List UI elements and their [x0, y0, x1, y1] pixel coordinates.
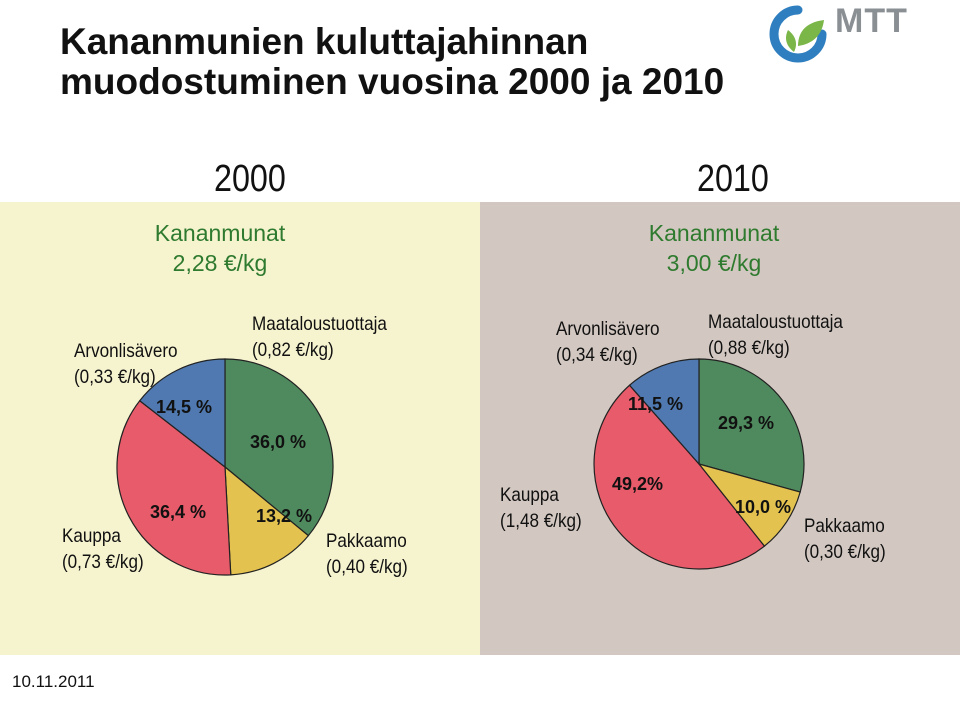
pie-2010-category-label-arvonlisavero: Arvonlisävero (0,34 €/kg) [556, 318, 660, 365]
pie-2000-category-label-kauppa: Kauppa (0,73 €/kg) [62, 525, 144, 572]
pie-2000-slice-pakkaamo [224, 465, 310, 576]
pie-2010-name-arvonlisavero: Arvonlisävero [556, 318, 660, 339]
logo-green-leaf-2 [786, 30, 796, 52]
pie-2010-pct-label-arvonlisavero: 11,5 % [628, 394, 683, 414]
pie-2000-category-label-arvonlisavero: Arvonlisävero (0,33 €/kg) [74, 340, 178, 387]
pie-2000-name-pakkaamo: Pakkaamo [326, 530, 407, 551]
pie-2010-name-pakkaamo: Pakkaamo [804, 515, 885, 536]
subtitle-2000-line1: Kananmunat [154, 220, 286, 246]
pie-2010-slice-arvonlisavero [628, 358, 700, 466]
pie-2010-slice-maataloustuottaja [698, 358, 805, 493]
pie-2010-pct-label-maataloustuottaja: 29,3 % [718, 413, 774, 433]
pie-2000-category-label-maataloustuottaja: Maataloustuottaja (0,82 €/kg) [252, 313, 388, 360]
subtitle-2000: Kananmunat 2,28 €/kg [100, 218, 340, 278]
pie-2010-name-kauppa: Kauppa [500, 484, 560, 505]
pie-2010-category-label-kauppa: Kauppa (1,48 €/kg) [500, 484, 582, 531]
pie-2010-price-arvonlisavero: (0,34 €/kg) [556, 344, 638, 365]
logo-green-leaf [798, 20, 824, 46]
mtt-logo [769, 5, 827, 63]
pie-2000-name-kauppa: Kauppa [62, 525, 122, 546]
title-line-1: Kananmunien kuluttajahinnan [60, 21, 589, 62]
subtitle-2010-line2: 3,00 €/kg [666, 250, 762, 276]
pie-2000-slice-maataloustuottaja [224, 358, 334, 537]
pie-2000-price-kauppa: (0,73 €/kg) [62, 551, 144, 572]
pie-2010-slice-kauppa [593, 384, 766, 570]
pie-2000-pct-label-maataloustuottaja: 36,0 % [250, 432, 306, 452]
pie-2000-pct-label-kauppa: 36,4 % [150, 502, 206, 522]
pie-2010-pct-label-kauppa: 49,2% [612, 474, 663, 494]
pie-2010-price-kauppa: (1,48 €/kg) [500, 510, 582, 531]
subtitle-2000-line2: 2,28 €/kg [172, 250, 268, 276]
pie-2000-price-maataloustuottaja: (0,82 €/kg) [252, 339, 334, 360]
subtitle-2010: Kananmunat 3,00 €/kg [594, 218, 834, 278]
pie-2000-price-pakkaamo: (0,40 €/kg) [326, 556, 408, 577]
pie-2000-price-arvonlisavero: (0,33 €/kg) [74, 366, 156, 387]
pie-2000-name-arvonlisavero: Arvonlisävero [74, 340, 178, 361]
pie-2010-category-label-pakkaamo: Pakkaamo (0,30 €/kg) [804, 515, 886, 562]
pie-2010-price-pakkaamo: (0,30 €/kg) [804, 541, 886, 562]
pie-2000-slice-kauppa [116, 399, 232, 576]
pie-2000-pct-label-pakkaamo: 13,2 % [256, 506, 312, 526]
pie-2000-slice-arvonlisavero [138, 358, 226, 469]
title-line-2: muodostuminen vuosina 2000 ja 2010 [60, 61, 725, 102]
logo-blue-arc [769, 5, 827, 63]
subtitle-2010-line1: Kananmunat [648, 220, 780, 246]
pie-2010-pct-label-pakkaamo: 10,0 % [735, 497, 791, 517]
page-title: Kananmunien kuluttajahinnan muodostumine… [60, 22, 724, 102]
pie-2000-name-maataloustuottaja: Maataloustuottaja [252, 313, 388, 334]
year-2010: 2010 [697, 158, 769, 200]
pie-2000-pct-label-arvonlisavero: 14,5 % [156, 397, 212, 417]
footer-date: 10.11.2011 [12, 672, 95, 691]
pie-2010-category-label-maataloustuottaja: Maataloustuottaja (0,88 €/kg) [708, 311, 844, 358]
year-2000: 2000 [214, 158, 286, 200]
pie-2000-category-label-pakkaamo: Pakkaamo (0,40 €/kg) [326, 530, 408, 577]
pie-2010-price-maataloustuottaja: (0,88 €/kg) [708, 337, 790, 358]
logo-text: MTT [835, 2, 908, 40]
pie-2010-name-maataloustuottaja: Maataloustuottaja [708, 311, 844, 332]
